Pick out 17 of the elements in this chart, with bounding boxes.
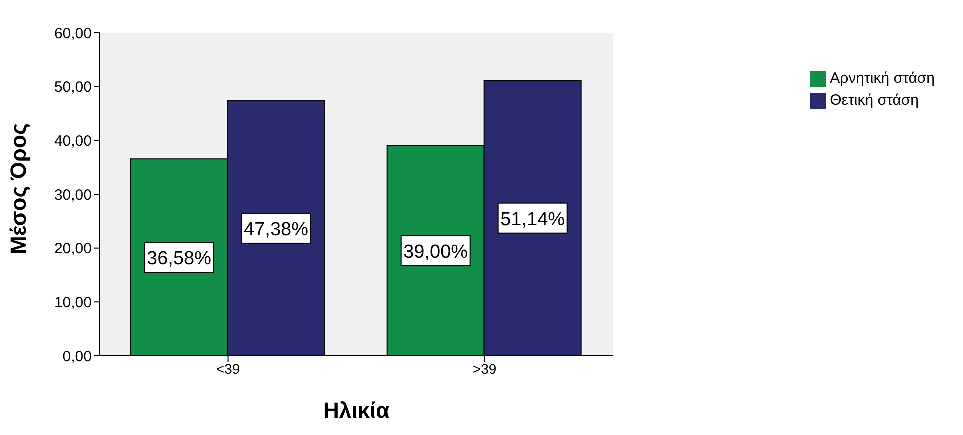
y-axis-title: Μέσος Όρος	[6, 124, 31, 254]
y-tick-label: 0,00	[62, 348, 92, 366]
y-tick-label: 60,00	[54, 25, 92, 42]
data-label: 47,38%	[244, 219, 309, 240]
y-tick-label: 20,00	[54, 240, 92, 258]
y-tick-label: 30,00	[54, 186, 92, 204]
y-tick-label: 10,00	[54, 294, 92, 312]
y-tick-label: 40,00	[54, 132, 92, 150]
data-label: 51,14%	[500, 209, 566, 230]
x-axis-title: Ηλικία	[323, 398, 390, 423]
x-tick-label: <39	[216, 360, 240, 377]
data-label: 39,00%	[404, 242, 468, 264]
y-tick-label: 50,00	[54, 79, 92, 96]
legend-label: Θετική στάση	[830, 92, 919, 109]
x-tick-label: >39	[472, 360, 497, 377]
data-label: 36,58%	[147, 248, 212, 270]
legend-label: Αρνητική στάση	[830, 70, 935, 87]
